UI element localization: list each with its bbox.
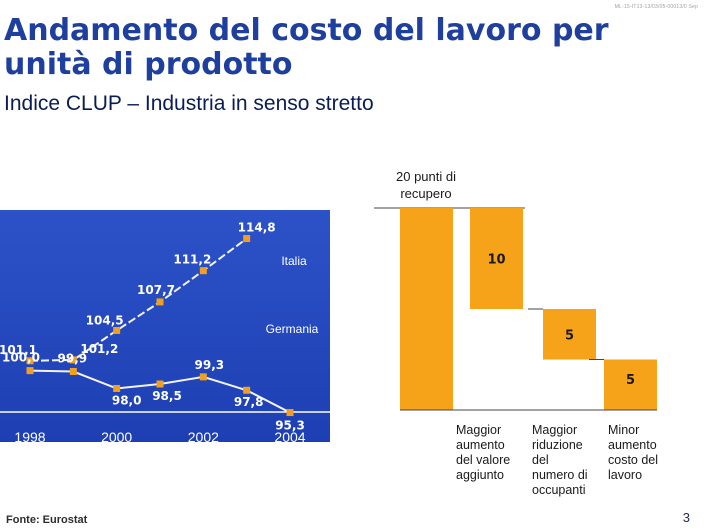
- data-point-italia-2: [113, 326, 121, 334]
- data-point-italia-4: [199, 267, 207, 275]
- data-label-germania-1: 99,9: [58, 352, 88, 366]
- waterfall-caption-1-1: riduzione: [532, 438, 583, 452]
- waterfall-step-bar-0: [470, 208, 523, 309]
- data-point-germania-5: [243, 386, 251, 394]
- data-label-germania-6: 95,3: [275, 419, 305, 433]
- source-note: Fonte: Eurostat: [6, 514, 88, 526]
- data-label-germania-2: 98,0: [112, 393, 142, 407]
- legend-label-germania: Germania: [266, 322, 319, 336]
- waterfall-caption-1-2: del: [532, 453, 549, 467]
- waterfall-step-label-1: 5: [565, 328, 574, 343]
- slide-title: Andamento del costo del lavoro per unità…: [4, 14, 609, 82]
- series-line-italia: [29, 237, 248, 362]
- waterfall-step-label-2: 5: [626, 373, 635, 388]
- data-label-italia-3: 107,7: [137, 283, 175, 297]
- waterfall-step-label-0: 10: [487, 253, 505, 268]
- waterfall-total-bar: [400, 208, 453, 410]
- data-label-italia-4: 111,2: [173, 253, 211, 267]
- data-point-germania-0: [26, 367, 34, 375]
- data-point-italia-1: [69, 356, 77, 364]
- waterfall-caption-1-0: Maggior: [532, 423, 577, 437]
- chart-panel: [0, 210, 330, 442]
- data-point-italia-0: [26, 357, 34, 365]
- waterfall-caption-1-4: occupanti: [532, 483, 586, 497]
- data-label-germania-0: 100,0: [2, 351, 40, 365]
- data-point-germania-4: [199, 373, 207, 381]
- data-point-germania-6: [286, 409, 294, 417]
- waterfall-annotation-line1: 20 punti di: [396, 169, 456, 184]
- data-label-germania-5: 97,8: [234, 395, 264, 409]
- document-code: ML-15-IT13-13/03/05-00013/0 Sep: [614, 4, 698, 10]
- title-line-2: unità di prodotto: [4, 47, 293, 82]
- waterfall-step-bar-2: [604, 359, 657, 410]
- slide-subtitle: Indice CLUP – Industria in senso stretto: [4, 92, 374, 115]
- x-tick-label-3: 2004: [274, 429, 305, 445]
- data-point-italia-5: [243, 235, 251, 243]
- x-tick-label-0: 1998: [14, 429, 45, 445]
- waterfall-caption-2-3: lavoro: [608, 468, 642, 482]
- data-label-italia-0: 101,1: [0, 343, 37, 357]
- data-point-germania-1: [69, 368, 77, 376]
- waterfall-caption-0-3: aggiunto: [456, 468, 504, 482]
- data-point-italia-3: [156, 298, 164, 306]
- waterfall-caption-0-0: Maggior: [456, 423, 501, 437]
- data-label-germania-4: 99,3: [195, 358, 225, 372]
- waterfall-caption-0-2: del valore: [456, 453, 510, 467]
- waterfall-caption-1-3: numero di: [532, 468, 588, 482]
- data-label-italia-5: 114,8: [238, 221, 276, 235]
- x-tick-label-1: 2000: [101, 429, 132, 445]
- title-line-1: Andamento del costo del lavoro per: [4, 13, 609, 48]
- data-label-germania-3: 98,5: [152, 389, 182, 403]
- waterfall-caption-2-1: aumento: [608, 438, 657, 452]
- data-point-germania-2: [113, 384, 121, 392]
- page-number: 3: [682, 510, 690, 525]
- waterfall-step-bar-1: [543, 309, 596, 360]
- waterfall-caption-2-2: costo del: [608, 453, 658, 467]
- legend-label-italia: Italia: [281, 254, 307, 268]
- clup-line-chart: 1998 2000 2002 2004 101,1 101,2 104,5 107,7 111,…: [0, 210, 330, 445]
- waterfall-annotation-line2: recupero: [400, 186, 451, 201]
- waterfall-caption-2-0: Minor: [608, 423, 639, 437]
- data-label-italia-1: 101,2: [80, 342, 118, 356]
- data-point-germania-3: [156, 380, 164, 388]
- x-tick-label-2: 2002: [188, 429, 219, 445]
- waterfall-caption-0-1: aumento: [456, 438, 505, 452]
- data-label-italia-2: 104,5: [86, 313, 124, 327]
